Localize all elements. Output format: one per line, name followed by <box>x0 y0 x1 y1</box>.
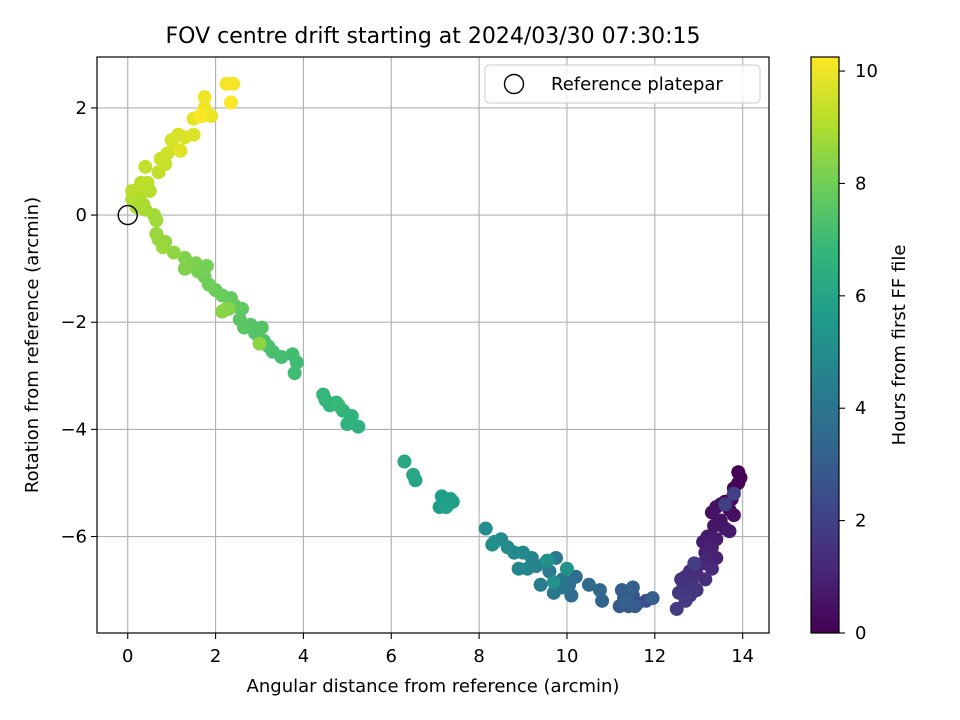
x-tick-label: 0 <box>122 646 133 667</box>
colorbar-gradient <box>810 56 840 634</box>
data-point <box>540 553 555 568</box>
data-point <box>698 572 713 587</box>
colorbar-tick-label: 10 <box>855 61 878 82</box>
data-point <box>138 159 153 174</box>
x-tick-label: 4 <box>298 646 309 667</box>
colorbar-tick-label: 0 <box>855 623 866 644</box>
data-point <box>254 320 269 335</box>
colorbar-tick-label: 4 <box>855 398 866 419</box>
legend-entry-reference: Reference platepar <box>551 74 723 95</box>
chart-title: FOV centre drift starting at 2024/03/30 … <box>166 24 701 49</box>
y-tick-label: 2 <box>76 98 87 119</box>
x-tick-label: 14 <box>731 646 754 667</box>
data-points <box>125 76 748 616</box>
data-point <box>215 304 230 319</box>
data-point <box>707 518 722 533</box>
data-point <box>285 347 300 362</box>
colorbar-label: Hours from first FF file <box>889 245 910 446</box>
data-point <box>487 534 502 549</box>
colorbar-ticks: 0 2 4 6 8 10 <box>839 61 878 644</box>
data-point <box>559 561 574 576</box>
data-point <box>149 226 164 241</box>
data-point <box>718 497 733 512</box>
data-point <box>614 583 629 598</box>
x-tick-label: 2 <box>210 646 221 667</box>
data-point <box>722 524 737 539</box>
data-point <box>252 336 267 351</box>
y-axis-ticks: −6 −4 −2 0 2 <box>60 98 97 548</box>
data-point <box>223 95 238 110</box>
plot-frame <box>96 56 770 634</box>
x-tick-label: 10 <box>556 646 579 667</box>
x-axis-ticks: 0 2 4 6 8 10 12 14 <box>122 633 754 667</box>
colorbar-tick-label: 8 <box>855 173 866 194</box>
data-point <box>406 467 421 482</box>
data-point <box>226 76 241 91</box>
data-point <box>546 575 561 590</box>
x-tick-label: 6 <box>386 646 397 667</box>
data-point <box>439 500 454 515</box>
data-point <box>595 593 610 608</box>
data-point <box>434 489 449 504</box>
y-axis-label: Rotation from reference (arcmin) <box>22 197 43 493</box>
data-point <box>186 127 201 142</box>
data-point <box>133 175 148 190</box>
data-point <box>197 90 212 105</box>
y-tick-label: −6 <box>60 527 87 548</box>
data-point <box>136 197 151 212</box>
grid-lines <box>97 57 769 633</box>
y-tick-label: −2 <box>60 312 87 333</box>
data-point <box>316 387 331 402</box>
data-point <box>581 577 596 592</box>
data-point <box>478 521 493 536</box>
data-point <box>592 583 607 598</box>
colorbar: 0 2 4 6 8 10 Hours from first FF file <box>810 56 910 644</box>
data-point <box>166 245 181 260</box>
legend-box <box>484 64 761 104</box>
data-point <box>533 577 548 592</box>
data-point <box>351 419 366 434</box>
data-point <box>173 143 188 158</box>
colorbar-tick-label: 2 <box>855 511 866 532</box>
data-point <box>232 312 247 327</box>
data-point <box>287 366 302 381</box>
data-point <box>331 398 346 413</box>
x-tick-label: 8 <box>473 646 484 667</box>
data-point <box>155 240 170 255</box>
data-point <box>687 556 702 571</box>
data-point <box>645 591 660 606</box>
data-point <box>397 454 412 469</box>
legend: Reference platepar <box>484 64 761 104</box>
data-point <box>511 561 526 576</box>
x-axis-label: Angular distance from reference (arcmin) <box>247 676 620 697</box>
reference-platepar-marker <box>117 204 138 226</box>
data-point <box>546 585 561 600</box>
data-point <box>177 261 192 276</box>
x-tick-label: 12 <box>643 646 666 667</box>
data-point <box>704 561 719 576</box>
y-tick-label: −4 <box>60 419 87 440</box>
colorbar-tick-label: 6 <box>855 286 866 307</box>
data-point <box>625 580 640 595</box>
data-point <box>669 601 684 616</box>
legend-marker-icon <box>503 73 525 95</box>
y-tick-label: 0 <box>76 205 87 226</box>
data-point <box>177 250 192 265</box>
data-point <box>193 108 208 123</box>
data-point <box>619 593 634 608</box>
reference-marker-layer <box>117 204 138 226</box>
data-point <box>726 508 741 523</box>
data-point <box>726 486 741 501</box>
